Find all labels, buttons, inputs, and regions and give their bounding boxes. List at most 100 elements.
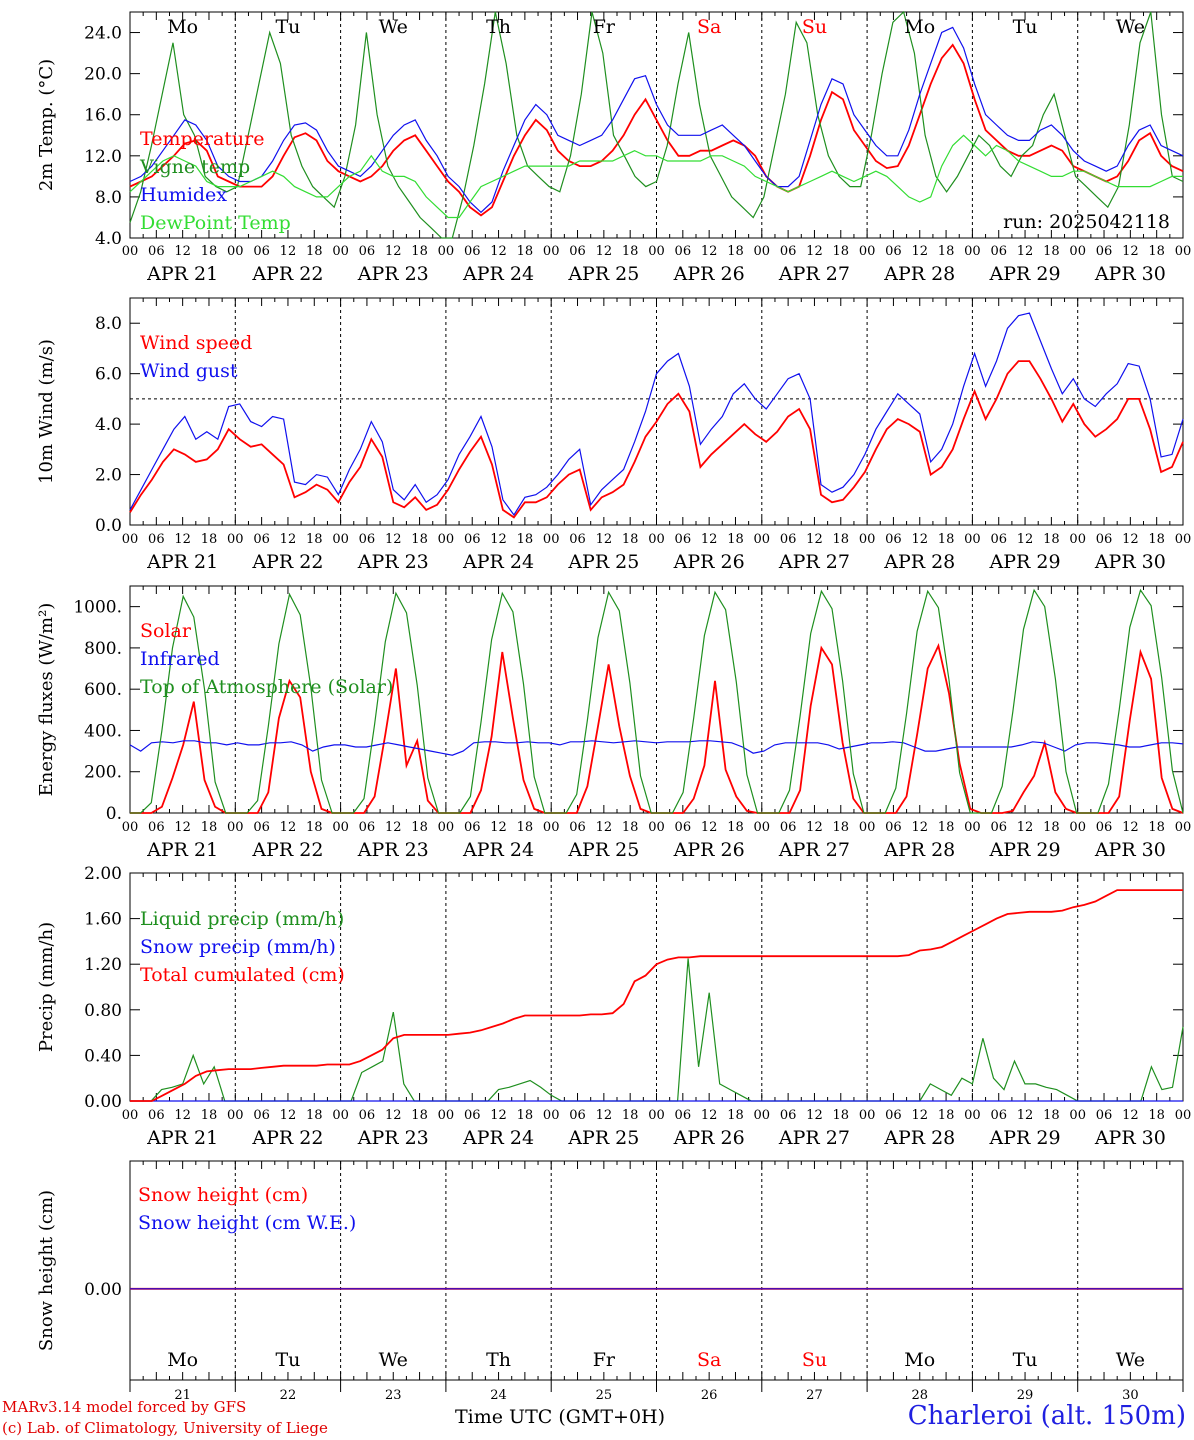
- x-hour-label: 12: [806, 244, 823, 259]
- x-hour-label: 18: [622, 532, 639, 547]
- x-hour-label: 18: [517, 1108, 534, 1123]
- x-date-label: APR 22: [251, 839, 323, 861]
- date-number: 25: [596, 1388, 613, 1403]
- x-date-label: APR 23: [357, 263, 429, 285]
- x-hour-label: 00: [122, 244, 139, 259]
- x-hour-label: 00: [543, 532, 560, 547]
- x-hour-label: 00: [964, 532, 981, 547]
- model-credit: MARv3.14 model forced by GFS: [2, 1398, 247, 1416]
- x-date-label: APR 29: [989, 263, 1061, 285]
- x-hour-label: 06: [148, 532, 165, 547]
- x-date-label: APR 26: [673, 551, 745, 573]
- x-date-label: APR 30: [1094, 263, 1166, 285]
- x-hour-label: 00: [964, 1108, 981, 1123]
- panel-3: 0. 200. 400. 600. 800. 1000. Energy fluxes (W/…: [36, 585, 1192, 861]
- day-name-top: Mo: [904, 16, 935, 38]
- x-hour-label: 18: [833, 1108, 850, 1123]
- x-hour-label: 06: [675, 820, 692, 835]
- y-axis-label: Energy fluxes (W/m²): [36, 603, 57, 797]
- series-line-vigne-temp: [129, 10, 1184, 239]
- x-hour-label: 00: [1175, 820, 1192, 835]
- x-date-label: APR 30: [1094, 1127, 1166, 1149]
- legend-entry: Snow height (cm W.E.): [138, 1212, 356, 1234]
- y-tick-label: 800.: [84, 639, 122, 659]
- day-name-top: We: [1116, 16, 1145, 38]
- y-tick-label: 0.00: [84, 1092, 122, 1112]
- y-tick-label: 8.0: [95, 314, 122, 334]
- x-hour-label: 00: [964, 244, 981, 259]
- x-hour-label: 18: [201, 532, 218, 547]
- x-hour-label: 18: [938, 244, 955, 259]
- x-date-label: APR 21: [146, 839, 218, 861]
- x-hour-label: 12: [280, 1108, 297, 1123]
- x-hour-label: 06: [359, 820, 376, 835]
- y-tick-label: 4.0: [95, 415, 122, 435]
- x-hour-label: 06: [253, 820, 270, 835]
- y-axis-label: 10m Wind (m/s): [36, 339, 57, 484]
- x-hour-label: 00: [438, 1108, 455, 1123]
- x-hour-label: 06: [359, 1108, 376, 1123]
- x-hour-label: 12: [596, 1108, 613, 1123]
- x-hour-label: 18: [306, 820, 323, 835]
- day-name-bottom: Mo: [904, 1349, 935, 1371]
- x-hour-label: 12: [911, 1108, 928, 1123]
- x-hour-label: 06: [464, 1108, 481, 1123]
- x-hour-label: 18: [306, 1108, 323, 1123]
- x-hour-label: 06: [885, 1108, 902, 1123]
- x-hour-label: 06: [675, 1108, 692, 1123]
- x-hour-label: 06: [1096, 820, 1113, 835]
- x-hour-label: 12: [1017, 820, 1034, 835]
- x-date-label: APR 24: [462, 839, 534, 861]
- x-hour-label: 00: [1069, 532, 1086, 547]
- day-name-top: Sa: [697, 16, 721, 38]
- x-hour-label: 06: [885, 820, 902, 835]
- day-name-bottom: Tu: [275, 1349, 300, 1371]
- x-hour-label: 06: [780, 244, 797, 259]
- x-hour-label: 00: [122, 532, 139, 547]
- x-hour-label: 00: [859, 1108, 876, 1123]
- x-date-label: APR 25: [567, 839, 639, 861]
- x-hour-label: 00: [964, 820, 981, 835]
- x-date-label: APR 27: [778, 263, 850, 285]
- x-hour-label: 18: [622, 1108, 639, 1123]
- date-number: 30: [1122, 1388, 1139, 1403]
- x-hour-label: 06: [780, 532, 797, 547]
- x-hour-label: 12: [806, 532, 823, 547]
- x-date-label: APR 22: [251, 1127, 323, 1149]
- series-line-humidex: [129, 26, 1184, 214]
- x-hour-label: 12: [806, 1108, 823, 1123]
- x-axis-title: Time UTC (GMT+0H): [455, 1406, 666, 1428]
- x-hour-label: 06: [464, 532, 481, 547]
- x-hour-label: 06: [1096, 532, 1113, 547]
- x-hour-label: 00: [332, 532, 349, 547]
- x-date-label: APR 24: [462, 263, 534, 285]
- y-tick-label: 0.0: [95, 516, 122, 536]
- x-hour-label: 06: [148, 1108, 165, 1123]
- x-hour-label: 06: [885, 244, 902, 259]
- x-hour-label: 18: [938, 1108, 955, 1123]
- x-hour-label: 12: [701, 532, 718, 547]
- x-date-label: APR 27: [778, 551, 850, 573]
- x-hour-label: 06: [569, 820, 586, 835]
- x-date-label: APR 29: [989, 551, 1061, 573]
- x-hour-label: 18: [727, 1108, 744, 1123]
- x-hour-label: 06: [885, 532, 902, 547]
- x-hour-label: 00: [332, 1108, 349, 1123]
- series-line-total-cumulated-cm-: [130, 889, 1183, 1102]
- x-hour-label: 18: [1148, 1108, 1165, 1123]
- x-date-label: APR 27: [778, 839, 850, 861]
- x-hour-label: 12: [490, 1108, 507, 1123]
- x-date-label: APR 23: [357, 839, 429, 861]
- x-hour-label: 12: [385, 1108, 402, 1123]
- x-hour-label: 18: [1148, 820, 1165, 835]
- x-hour-label: 12: [806, 820, 823, 835]
- date-number: 28: [911, 1388, 928, 1403]
- x-hour-label: 06: [253, 1108, 270, 1123]
- x-hour-label: 18: [411, 820, 428, 835]
- x-hour-label: 00: [648, 820, 665, 835]
- run-label: run: 2025042118: [1003, 211, 1170, 233]
- x-date-label: APR 27: [778, 1127, 850, 1149]
- x-hour-label: 06: [569, 244, 586, 259]
- x-hour-label: 00: [859, 532, 876, 547]
- y-tick-label: 20.0: [84, 65, 122, 85]
